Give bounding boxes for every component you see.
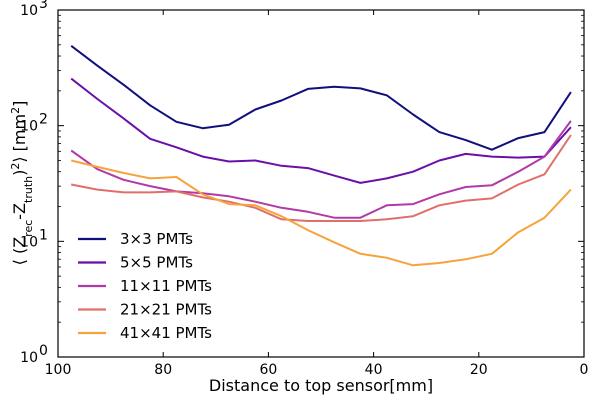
y-tick-label: 10	[20, 350, 38, 366]
x-tick-label: 20	[470, 362, 488, 378]
series-line-4	[71, 134, 572, 222]
series-line-3	[70, 120, 572, 219]
legend-label: 21×21 PMTs	[120, 301, 212, 319]
plot-lines	[70, 45, 572, 267]
y-tick-label: 10	[20, 234, 38, 250]
legend-label: 5×5 PMTs	[120, 254, 193, 272]
x-tick-label: 0	[580, 362, 589, 378]
x-tick-label: 40	[365, 362, 383, 378]
y-tick-label-exponent: 2	[39, 112, 48, 128]
legend-label: 11×11 PMTs	[120, 277, 212, 295]
legend: 3×3 PMTs 5×5 PMTs 11×11 PMTs 21×21 PMTs 41×4…	[78, 230, 212, 342]
series-line-2	[70, 77, 572, 184]
x-tick-label: 100	[45, 362, 72, 378]
legend-label: 41×41 PMTs	[120, 324, 212, 342]
y-axis-label: ⟨ (Zrec-Ztruth)2⟩ [mm2]	[9, 101, 35, 266]
y-tick-label: 10	[20, 3, 38, 19]
x-tick-label: 60	[259, 362, 277, 378]
y-tick-label: 10	[20, 119, 38, 135]
legend-label: 3×3 PMTs	[120, 230, 193, 248]
series-line-5	[70, 159, 572, 267]
x-tick-label: 80	[154, 362, 172, 378]
series-line-1	[70, 45, 572, 151]
y-tick-label-exponent: 0	[39, 343, 48, 359]
plot-frame	[57, 9, 585, 358]
y-tick-label-exponent: 1	[39, 227, 48, 243]
x-axis-label: Distance to top sensor[mm]	[209, 376, 433, 395]
y-tick-label-exponent: 3	[39, 0, 48, 12]
